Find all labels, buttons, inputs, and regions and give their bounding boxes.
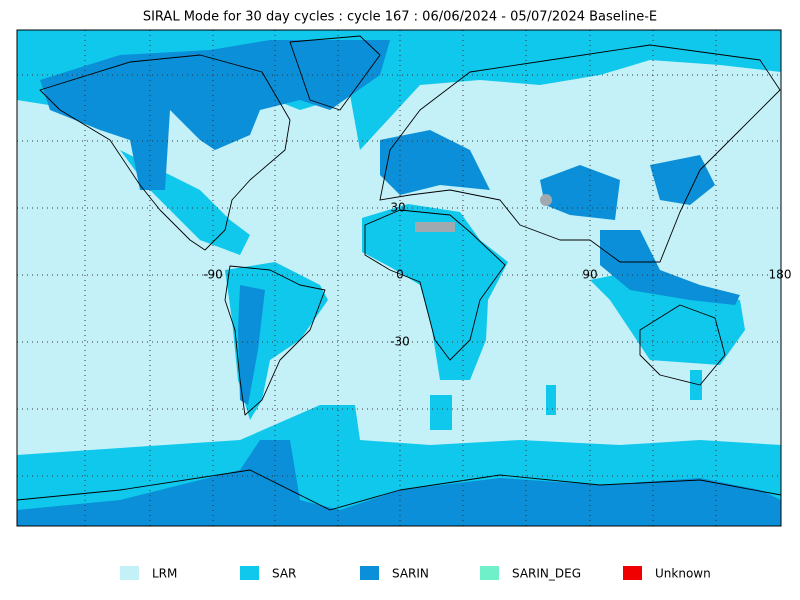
sarin-region bbox=[540, 165, 620, 220]
map: 30 -90 0 90 180 -30 bbox=[16, 29, 792, 527]
map-title: SIRAL Mode for 30 day cycles : cycle 167… bbox=[143, 10, 657, 25]
legend-label: LRM bbox=[152, 567, 177, 581]
legend-swatch bbox=[240, 566, 259, 580]
sarin-region bbox=[600, 230, 740, 305]
grid-label: -90 bbox=[203, 268, 223, 282]
grid-label: -30 bbox=[390, 335, 410, 349]
coastline bbox=[364, 209, 506, 361]
coastline bbox=[289, 35, 381, 111]
legend-swatch bbox=[120, 566, 139, 580]
sar-region bbox=[362, 204, 508, 380]
legend: LRM SAR SARIN SARIN_DEG Unknown bbox=[120, 566, 711, 581]
grid-label: 30 bbox=[390, 201, 405, 215]
grid-label: 0 bbox=[396, 268, 404, 282]
coastline bbox=[379, 44, 781, 263]
coastline bbox=[39, 54, 291, 251]
sarin-region bbox=[238, 285, 265, 405]
legend-label: Unknown bbox=[655, 567, 711, 581]
legend-label: SARIN bbox=[392, 567, 429, 581]
sarin-region bbox=[650, 155, 715, 205]
legend-label: SAR bbox=[272, 567, 296, 581]
grid-label: 180 bbox=[769, 268, 792, 282]
coastline bbox=[224, 265, 326, 416]
legend-swatch bbox=[360, 566, 379, 580]
sarin-region bbox=[17, 440, 781, 526]
unknown-patch bbox=[415, 222, 455, 232]
sarin-region bbox=[380, 130, 490, 195]
map-frame bbox=[16, 29, 782, 527]
coastline bbox=[639, 304, 726, 386]
legend-swatch bbox=[623, 566, 642, 580]
legend-label: SARIN_DEG bbox=[512, 567, 581, 581]
grid-label: 90 bbox=[582, 268, 597, 282]
legend-swatch bbox=[480, 566, 499, 580]
unknown-patch bbox=[540, 194, 552, 206]
